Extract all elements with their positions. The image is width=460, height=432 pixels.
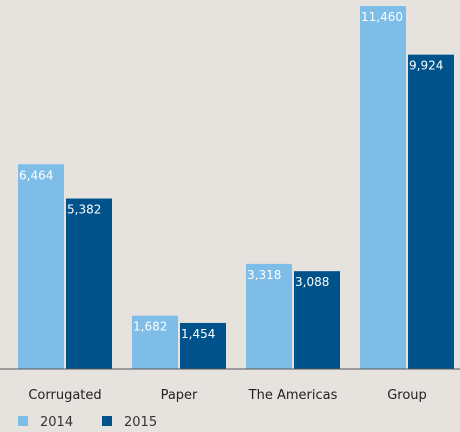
bar-2014-paper [132,315,178,369]
bar-2014-corrugated [18,164,64,369]
bar-value-label: 3,088 [295,275,329,289]
category-label: Corrugated [28,388,101,403]
category-label: Group [387,388,427,403]
bar-2015-the-americas [294,271,340,369]
bar-2015-group [408,54,454,369]
bar-2014-group [360,6,406,369]
legend: 2014 2015 [18,415,157,430]
legend-swatch-2015 [102,416,112,426]
bar-2014-the-americas [246,263,292,369]
bar-value-label: 1,454 [181,327,215,341]
bar-value-label: 11,460 [361,10,403,24]
legend-label-2014: 2014 [40,415,73,430]
bar-value-label: 5,382 [67,203,101,217]
bar-value-label: 6,464 [19,168,53,182]
legend-label-2015: 2015 [124,415,157,430]
bars-group: 6,464 5,382 1,682 1,454 3,318 3,088 11,460 9,92… [18,6,454,369]
bar-value-label: 9,924 [409,59,443,73]
bar-2015-corrugated [66,198,112,369]
category-label: The Americas [248,388,338,403]
category-labels-group: Corrugated Paper The Americas Group [28,388,426,403]
bar-value-label: 3,318 [247,268,281,282]
bar-2015-paper [180,322,226,369]
bar-value-label: 1,682 [133,320,167,334]
category-label: Paper [161,388,198,403]
legend-swatch-2014 [18,416,28,426]
